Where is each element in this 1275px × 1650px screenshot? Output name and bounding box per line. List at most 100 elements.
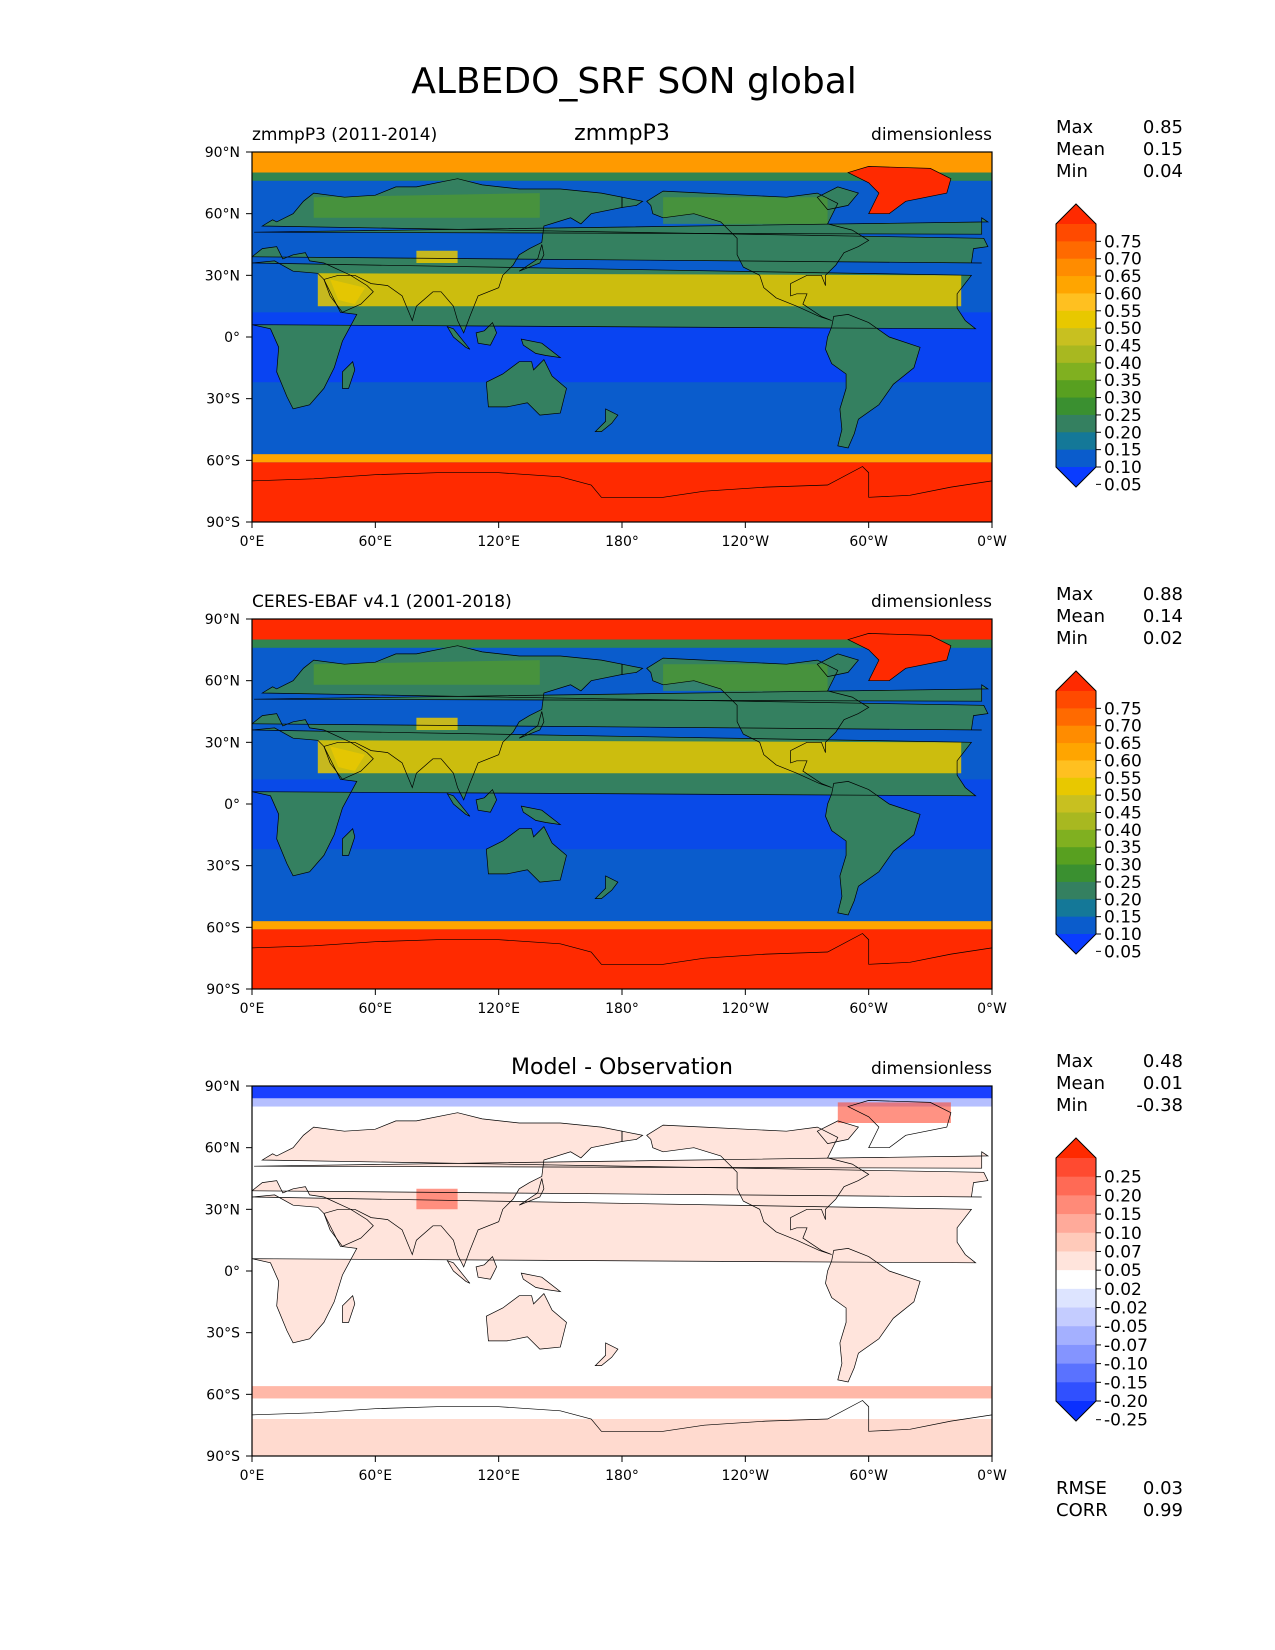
lon-tick-label: 0°W	[977, 534, 1007, 550]
lon-tick-label: 120°E	[477, 1001, 520, 1017]
lat-tick-label: 0°	[224, 797, 240, 813]
coastline-newzealand	[594, 408, 619, 432]
desert-region-2	[416, 250, 458, 263]
colorbar-segment	[1056, 1307, 1096, 1327]
coastline-newzealand	[594, 1342, 619, 1366]
antarctic-positive-band	[252, 1419, 992, 1456]
colorbar-label: 0.20	[1104, 890, 1142, 910]
land-sumatra	[447, 326, 470, 350]
colorbar-segment	[1056, 795, 1096, 813]
coastline-australia	[485, 826, 567, 883]
land-southamerica	[825, 781, 921, 915]
coastline-uk	[254, 684, 990, 702]
colorbar-label: 0.55	[1104, 302, 1142, 322]
colorbar-label: 0.25	[1104, 406, 1142, 426]
coastline-japan	[519, 244, 545, 272]
bottom-stat-value: 0.99	[1143, 1500, 1183, 1521]
colorbar-segment	[1056, 812, 1096, 831]
lon-tick-label: 120°W	[722, 1001, 770, 1017]
lon-tick-label: 0°W	[977, 1001, 1007, 1017]
desert-region-0	[317, 273, 962, 307]
colorbar-segment	[1056, 1270, 1096, 1290]
tibet-positive-region	[416, 1188, 458, 1210]
coastline-eurasia	[252, 178, 989, 334]
land-madagascar	[342, 1295, 355, 1323]
stat-value: 0.04	[1143, 161, 1183, 182]
colorbar-extend-min	[1056, 934, 1096, 954]
colorbar-segment	[1056, 224, 1096, 242]
land-japan	[519, 711, 544, 739]
colorbar-extend-max	[1056, 671, 1096, 691]
colorbar-segment	[1056, 1214, 1096, 1234]
colorbar-label: 0.50	[1104, 319, 1142, 339]
colorbar-label: 0.07	[1104, 1242, 1142, 1262]
land-northamerica	[646, 1125, 869, 1255]
coastline-madagascar	[342, 1295, 356, 1323]
boreal-region-1	[663, 197, 828, 224]
coastline-japan	[519, 1178, 545, 1206]
colorbar-label: 0.60	[1104, 751, 1142, 771]
colorbar-label: 0.20	[1104, 1186, 1142, 1206]
coastline-southamerica	[825, 314, 921, 449]
panel-center-title: Model - Observation	[511, 1055, 733, 1080]
colorbar-label: 0.10	[1104, 458, 1142, 478]
coastline-eurasia	[252, 1112, 989, 1268]
coastline-northamerica	[646, 1124, 870, 1255]
stat-label: Mean	[1056, 139, 1105, 160]
lon-tick-label: 60°E	[358, 1001, 392, 1017]
coastline-newzealand	[594, 875, 619, 899]
coastline-greenland	[847, 166, 952, 215]
colorbar-label: 0.05	[1104, 942, 1142, 962]
lat-tick-label: 90°S	[206, 515, 240, 531]
colorbar: 0.750.700.650.600.550.500.450.400.350.30…	[1055, 670, 1142, 962]
colorbar: 0.750.700.650.600.550.500.450.400.350.30…	[1055, 203, 1142, 495]
coastline-borneo	[475, 321, 497, 346]
land-newguinea	[521, 806, 561, 825]
colorbar-label: 0.60	[1104, 284, 1142, 304]
coastline-africa	[252, 260, 977, 410]
colorbar-segment	[1056, 1326, 1096, 1346]
colorbar-label: -0.25	[1104, 1411, 1148, 1431]
lat-tick-label: 90°S	[206, 982, 240, 998]
boreal-region-1	[663, 664, 828, 691]
coastline-northamerica	[646, 657, 870, 788]
lon-tick-label: 0°E	[240, 1468, 265, 1484]
colorbar-label: 0.05	[1104, 1261, 1142, 1281]
coastline-northamerica	[646, 190, 870, 321]
colorbar-segment	[1056, 743, 1096, 761]
colorbar-label: 0.35	[1104, 371, 1142, 391]
lat-tick-label: 60°S	[206, 453, 240, 469]
lat-tick-label: 30°N	[205, 1202, 240, 1218]
stat-label: Mean	[1056, 1073, 1105, 1094]
colorbar-segment	[1056, 414, 1096, 433]
colorbar-segment	[1056, 899, 1096, 918]
land-newzealand	[595, 875, 618, 899]
colorbar-label: 0.25	[1104, 873, 1142, 893]
lat-tick-label: 30°S	[206, 859, 240, 875]
lat-tick-label: 90°S	[206, 1449, 240, 1465]
land-uk	[254, 1151, 988, 1169]
desert-region-1	[330, 746, 366, 772]
coastline-australia	[485, 359, 567, 416]
lon-tick-label: 0°W	[977, 1468, 1007, 1484]
coastline-greenland	[847, 633, 952, 682]
land-australia	[486, 359, 567, 416]
colorbar-segment	[1056, 1251, 1096, 1271]
colorbar-segment	[1056, 380, 1096, 399]
lon-tick-label: 60°E	[358, 1468, 392, 1484]
colorbar-label: -0.02	[1104, 1299, 1148, 1319]
stat-value: -0.38	[1136, 1095, 1183, 1116]
colorbar-label: 0.20	[1104, 423, 1142, 443]
coastline-southamerica	[825, 1248, 921, 1383]
colorbar-segment	[1056, 1158, 1096, 1178]
colorbar-segment	[1056, 293, 1096, 312]
lat-tick-label: 0°	[224, 1264, 240, 1280]
land-japan	[519, 244, 544, 272]
colorbar-segment	[1056, 328, 1096, 346]
land-australia	[486, 1293, 567, 1350]
lat-tick-label: 30°S	[206, 392, 240, 408]
colorbar-label: 0.02	[1104, 1280, 1142, 1300]
colorbar-label: 0.10	[1104, 925, 1142, 945]
coastline-uk	[254, 1151, 990, 1169]
coastline-baffin	[816, 653, 860, 677]
